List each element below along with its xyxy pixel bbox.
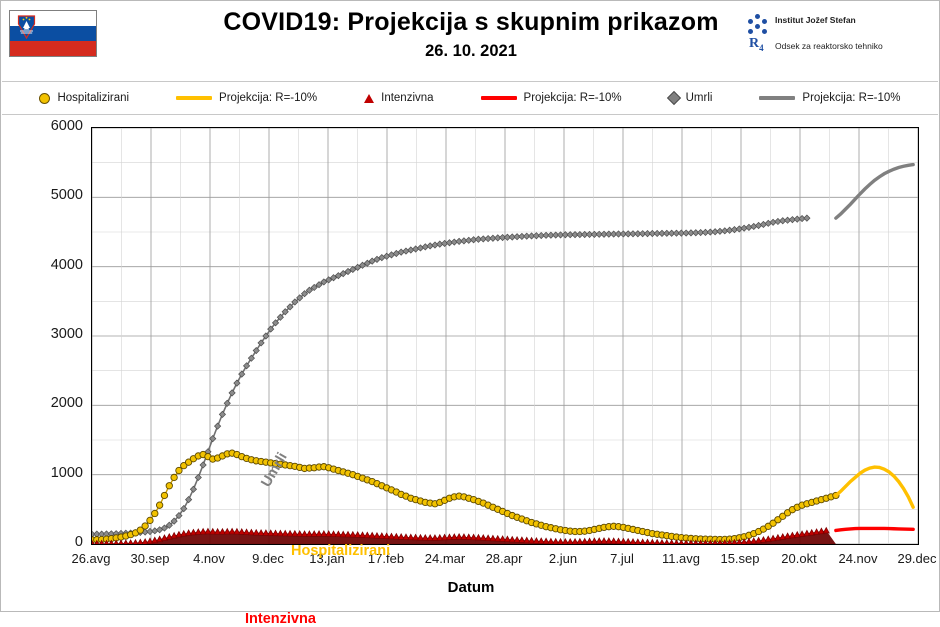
y-tick-label: 1000 bbox=[50, 464, 83, 481]
y-tick-label: 3000 bbox=[50, 326, 83, 342]
y-tick-label: 6000 bbox=[50, 118, 83, 134]
x-tick-label: 26.avg bbox=[71, 551, 111, 566]
chart-legend: Hospitalizirani Projekcija: R=-10% Inten… bbox=[2, 81, 938, 115]
page-title: COVID19: Projekcija s skupnim prikazom bbox=[223, 8, 719, 36]
x-tick-label: 29.dec bbox=[897, 551, 937, 566]
x-tick-label: 15.sep bbox=[720, 551, 760, 566]
grid-lines bbox=[92, 128, 918, 544]
plot-area bbox=[91, 127, 919, 545]
y-tick-label: 4000 bbox=[50, 256, 83, 273]
ijs-institute-name: Institut Jožef Stefan bbox=[775, 15, 856, 25]
ijs-dots-icon bbox=[747, 14, 769, 34]
hospitalizirani-projection-line bbox=[834, 465, 915, 509]
x-tick-label: 9.dec bbox=[252, 551, 284, 566]
legend-item-projekcija-umrli[interactable]: Projekcija: R=-10% bbox=[759, 92, 901, 104]
x-tick-label: 20.okt bbox=[781, 551, 817, 566]
series-annotation: Hospitalizirani bbox=[291, 543, 391, 559]
slovenia-flag-icon bbox=[9, 10, 97, 57]
x-axis-title: Datum bbox=[447, 579, 495, 596]
legend-item-intenzivna[interactable]: Intenzivna bbox=[364, 92, 434, 104]
y-tick-label: 5000 bbox=[50, 187, 83, 204]
legend-label: Hospitalizirani bbox=[57, 92, 130, 104]
line-marker-icon bbox=[759, 96, 796, 100]
legend-label: Projekcija: R=-10% bbox=[523, 92, 622, 104]
hospitalizirani-markers bbox=[92, 449, 840, 544]
ijs-department-name: Odsek za reaktorsko tehniko bbox=[775, 41, 883, 51]
umrli-markers bbox=[92, 214, 811, 538]
coat-of-arms-icon bbox=[17, 15, 36, 39]
chart-canvas bbox=[92, 128, 918, 544]
legend-label: Intenzivna bbox=[381, 92, 434, 104]
x-tick-label: 13.jan bbox=[309, 551, 345, 566]
triangle-marker-icon bbox=[364, 93, 375, 103]
ijs-r4-letter: R bbox=[749, 36, 760, 51]
y-tick-label: 0 bbox=[74, 534, 83, 550]
x-tick-label: 2.jun bbox=[548, 551, 578, 566]
legend-label: Projekcija: R=-10% bbox=[219, 92, 318, 104]
legend-item-projekcija-hospitalizirani[interactable]: Projekcija: R=-10% bbox=[176, 92, 317, 104]
line-marker-icon bbox=[480, 96, 517, 100]
intenzivna-markers bbox=[92, 526, 830, 544]
diamond-marker-icon bbox=[666, 90, 681, 106]
x-tick-label: 24.nov bbox=[838, 551, 878, 566]
circle-marker-icon bbox=[39, 92, 51, 104]
page-date: 26. 10. 2021 bbox=[425, 42, 517, 60]
x-tick-label: 11.avg bbox=[661, 551, 701, 566]
x-tick-label: 24.mar bbox=[424, 551, 466, 566]
legend-label: Projekcija: R=-10% bbox=[802, 92, 901, 104]
y-tick-label: 2000 bbox=[50, 395, 83, 412]
legend-label: Umrli bbox=[685, 92, 713, 104]
legend-item-umrli[interactable]: Umrli bbox=[666, 90, 713, 106]
x-tick-label: 7.jul bbox=[610, 551, 634, 566]
legend-item-hospitalizirani[interactable]: Hospitalizirani bbox=[39, 92, 129, 104]
ijs-r4-mark: R4 bbox=[749, 36, 764, 53]
x-tick-label: 17.feb bbox=[367, 551, 405, 566]
line-marker-icon bbox=[176, 96, 213, 100]
ijs-logo: Institut Jožef Stefan R4 Odsek za reakto… bbox=[747, 13, 927, 61]
x-tick-label: 30.sep bbox=[130, 551, 170, 566]
ijs-r4-number: 4 bbox=[759, 42, 764, 53]
page-header: COVID19: Projekcija s skupnim prikazom 2… bbox=[1, 1, 939, 79]
intenzivna-projection-line bbox=[834, 526, 915, 533]
legend-item-projekcija-intenzivna[interactable]: Projekcija: R=-10% bbox=[480, 92, 622, 104]
series-annotation: Intenzivna bbox=[245, 611, 316, 627]
chart-plot-wrapper: 6000 5000 4000 3000 2000 1000 0 26.avg 30.sep 4.… bbox=[1, 117, 940, 627]
title-block: COVID19: Projekcija s skupnim prikazom 2… bbox=[1, 7, 940, 61]
x-tick-label: 28.apr bbox=[485, 551, 523, 566]
x-tick-label: 4.nov bbox=[193, 551, 225, 566]
umrli-projection-line bbox=[834, 162, 915, 220]
umrli-line bbox=[92, 217, 807, 536]
